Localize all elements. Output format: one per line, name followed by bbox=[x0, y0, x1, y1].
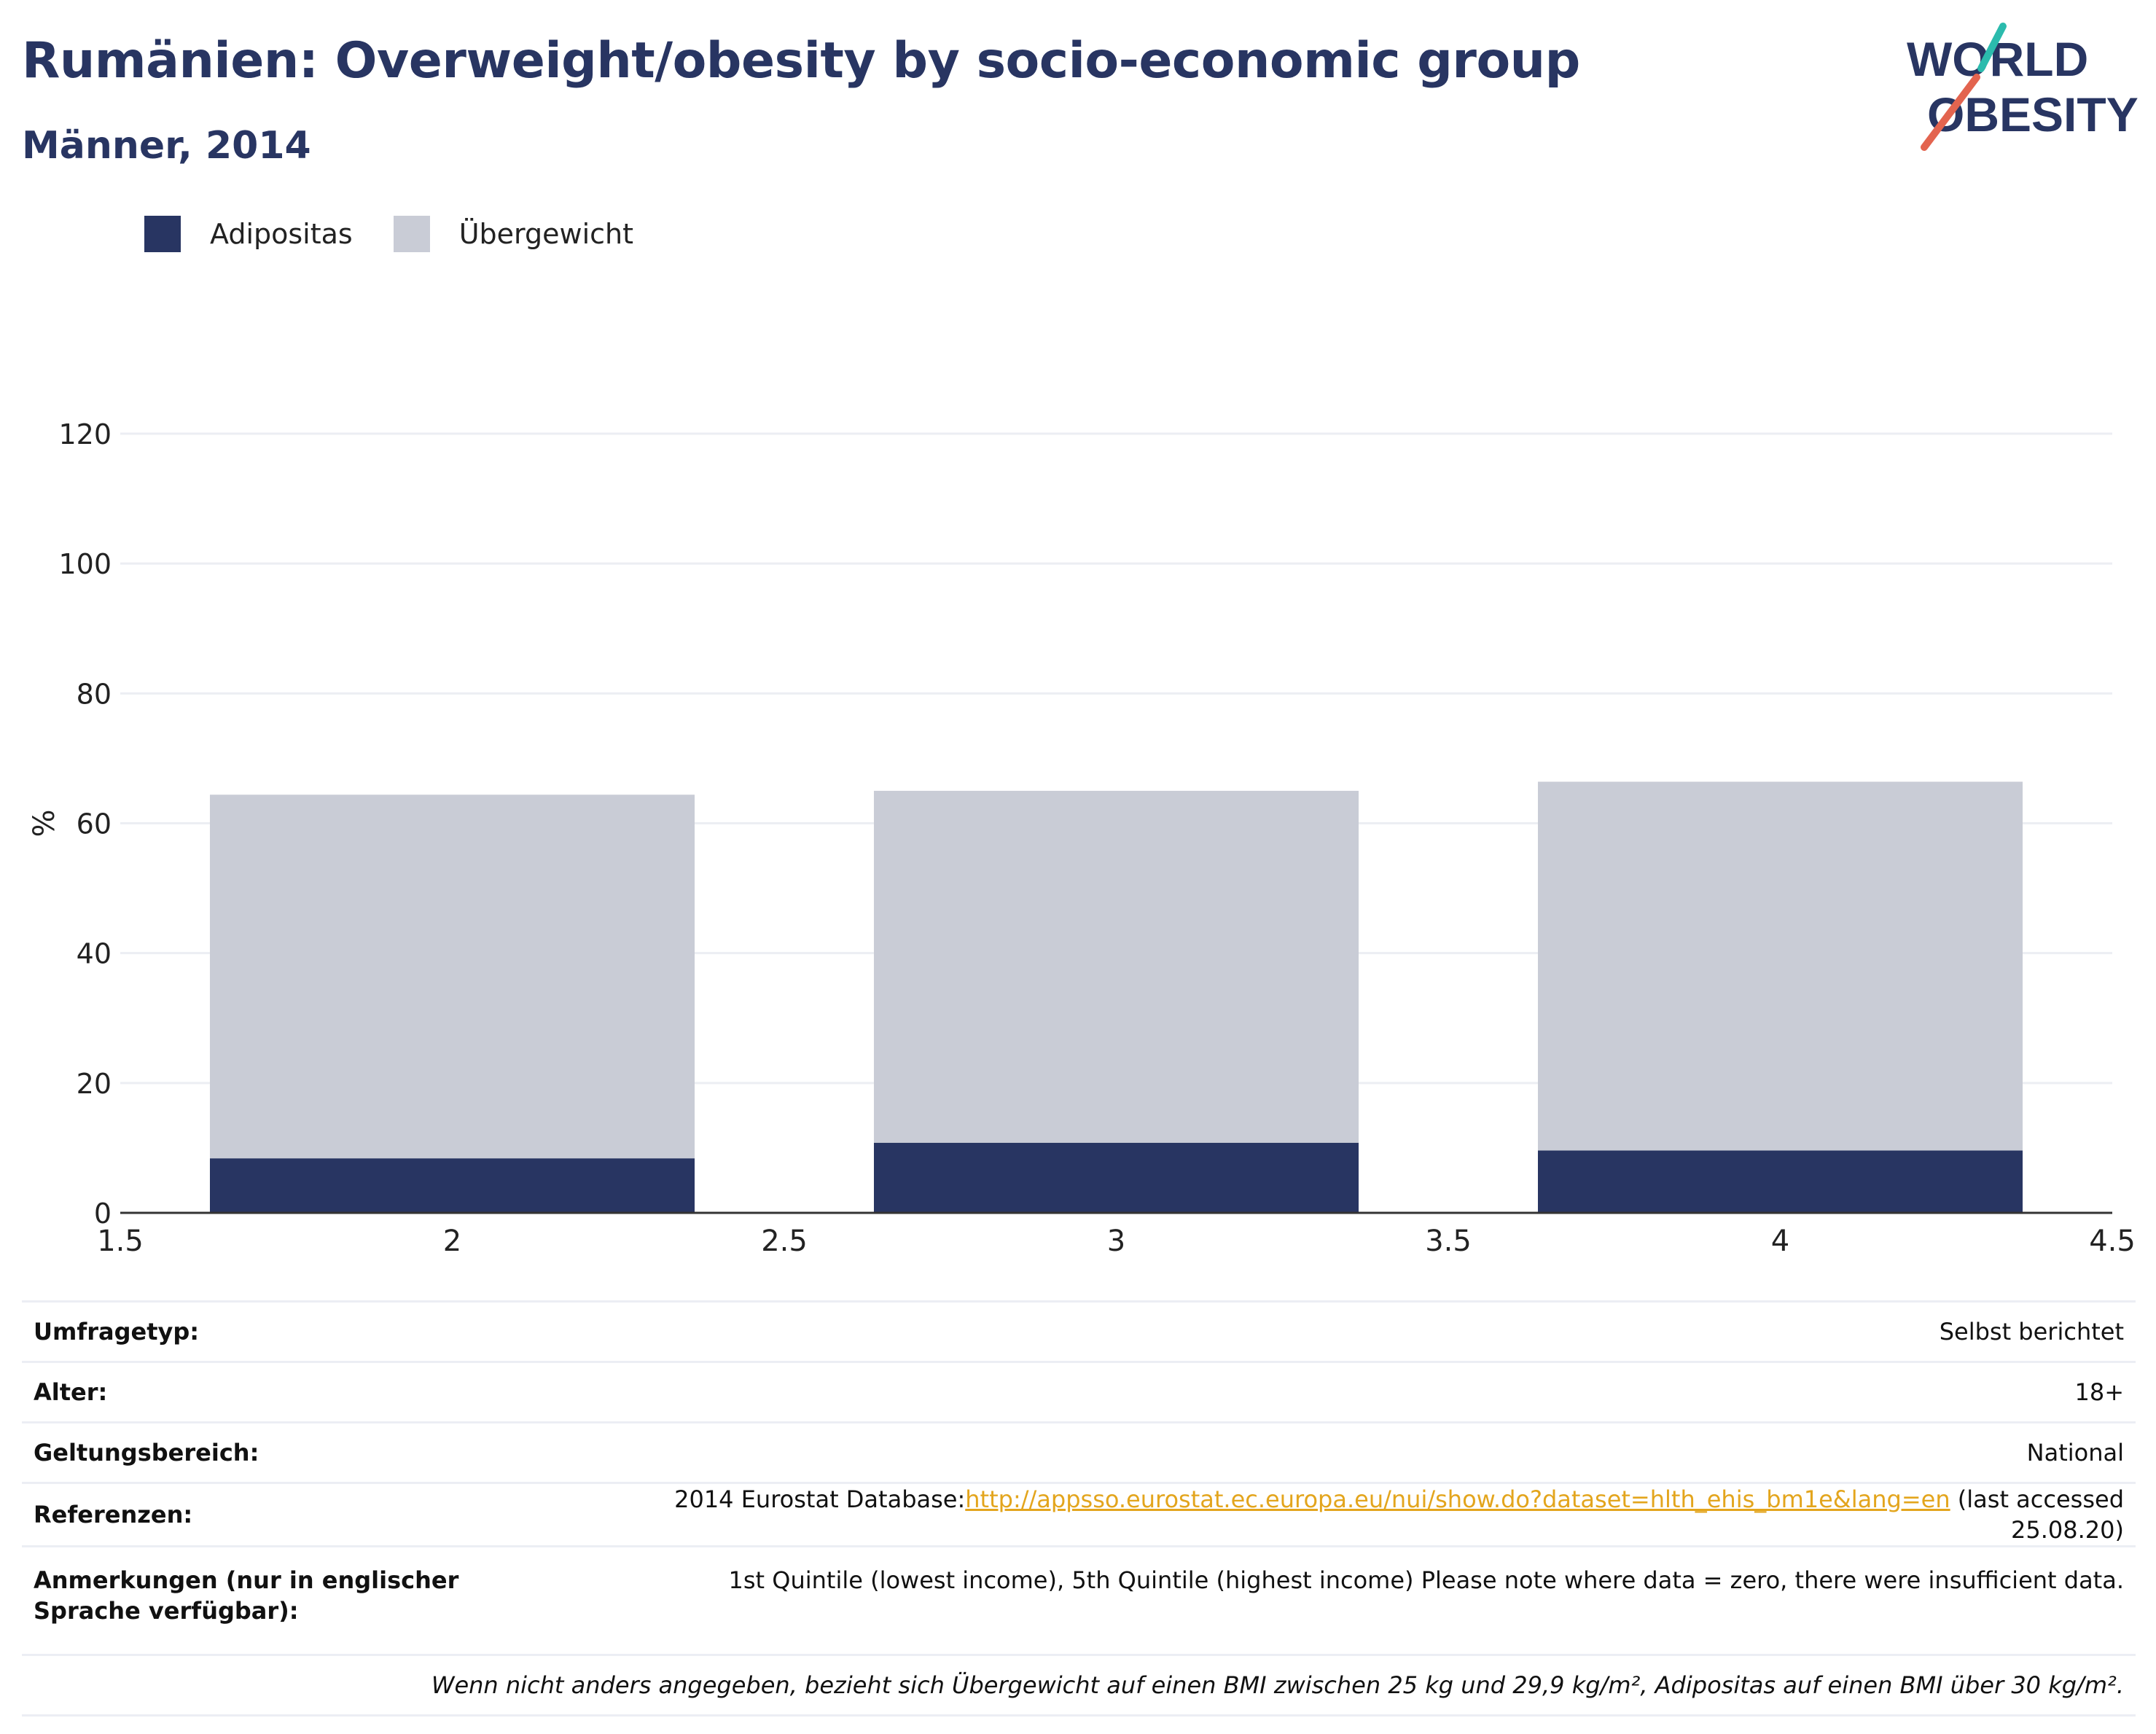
info-row-age: Alter: 18+ bbox=[22, 1361, 2136, 1423]
y-tick-label-6: 120 bbox=[58, 418, 112, 450]
info-row-notes: Anmerkungen (nur in englischer Sprache v… bbox=[22, 1545, 2136, 1655]
info-row-survey-type: Umfragetyp: Selbst berichtet bbox=[22, 1300, 2136, 1362]
legend-label-uebergewicht: Übergewicht bbox=[458, 218, 633, 250]
x-tick-label-1: 2 bbox=[443, 1225, 461, 1258]
y-axis-label: % bbox=[28, 809, 61, 837]
info-key-references: Referenzen: bbox=[22, 1482, 570, 1547]
x-tick-label-3: 3 bbox=[1107, 1225, 1125, 1258]
info-row-references: Referenzen: 2014 Eurostat Database:http:… bbox=[22, 1482, 2136, 1547]
bar-adipositas-3 bbox=[873, 1142, 1359, 1213]
x-tick-label-5: 4 bbox=[1771, 1225, 1789, 1258]
legend-item-adipositas[interactable]: Adipositas bbox=[144, 216, 353, 252]
y-tick-label-1: 20 bbox=[77, 1068, 112, 1100]
bar-uebergewicht-3 bbox=[873, 790, 1359, 1143]
x-tick-label-2: 2.5 bbox=[761, 1225, 808, 1258]
reference-prefix: 2014 Eurostat Database: bbox=[674, 1485, 966, 1513]
legend-item-uebergewicht[interactable]: Übergewicht bbox=[393, 216, 633, 252]
info-value-references: 2014 Eurostat Database:http://appsso.eur… bbox=[570, 1482, 2136, 1547]
info-row-coverage: Geltungsbereich: National bbox=[22, 1421, 2136, 1483]
info-key-coverage: Geltungsbereich: bbox=[22, 1421, 570, 1483]
reference-link[interactable]: http://appsso.eurostat.ec.europa.eu/nui/… bbox=[965, 1485, 1950, 1513]
info-key-age: Alter: bbox=[22, 1361, 570, 1423]
info-row-footnote: Wenn nicht anders angegeben, bezieht sic… bbox=[22, 1654, 2136, 1717]
bar-uebergewicht-2 bbox=[209, 794, 695, 1159]
legend-label-adipositas: Adipositas bbox=[210, 218, 353, 250]
legend-swatch-uebergewicht bbox=[393, 216, 430, 252]
page-subtitle: Männer, 2014 bbox=[22, 124, 311, 168]
bar-uebergewicht-4 bbox=[1537, 781, 2023, 1151]
x-tick-label-0: 1.5 bbox=[97, 1225, 144, 1258]
bar-adipositas-4 bbox=[1537, 1150, 2023, 1213]
y-tick-label-0: 0 bbox=[94, 1198, 112, 1230]
y-tick-label-3: 60 bbox=[77, 808, 112, 840]
info-key-notes: Anmerkungen (nur in englischer Sprache v… bbox=[22, 1545, 570, 1655]
y-tick-label-2: 40 bbox=[77, 938, 112, 970]
bar-adipositas-2 bbox=[209, 1158, 695, 1213]
x-tick-label-4: 3.5 bbox=[1425, 1225, 1472, 1258]
info-key-survey-type: Umfragetyp: bbox=[22, 1300, 570, 1362]
chart-legend: Adipositas Übergewicht bbox=[144, 216, 674, 252]
footnote: Wenn nicht anders angegeben, bezieht sic… bbox=[22, 1654, 2136, 1717]
info-table: Umfragetyp: Selbst berichtet Alter: 18+ … bbox=[22, 1300, 2136, 1717]
page-title: Rumänien: Overweight/obesity by socio-ec… bbox=[22, 32, 1580, 90]
info-value-age: 18+ bbox=[570, 1361, 2136, 1423]
x-tick-label-6: 4.5 bbox=[2089, 1225, 2136, 1258]
stacked-bar-chart: 0 20 40 60 80 100 120 1.5 2 2.5 3 3.5 4 4.5% bbox=[28, 418, 2136, 1258]
info-value-survey-type: Selbst berichtet bbox=[570, 1300, 2136, 1362]
y-tick-label-4: 80 bbox=[77, 678, 112, 710]
reference-suffix: (last accessed 25.08.20) bbox=[1950, 1485, 2124, 1544]
info-value-notes: 1st Quintile (lowest income), 5th Quinti… bbox=[570, 1545, 2136, 1655]
y-tick-label-5: 100 bbox=[58, 548, 112, 580]
legend-swatch-adipositas bbox=[144, 216, 181, 252]
world-obesity-logo: WORLD OBESITY bbox=[1907, 23, 2139, 151]
info-value-coverage: National bbox=[570, 1421, 2136, 1483]
